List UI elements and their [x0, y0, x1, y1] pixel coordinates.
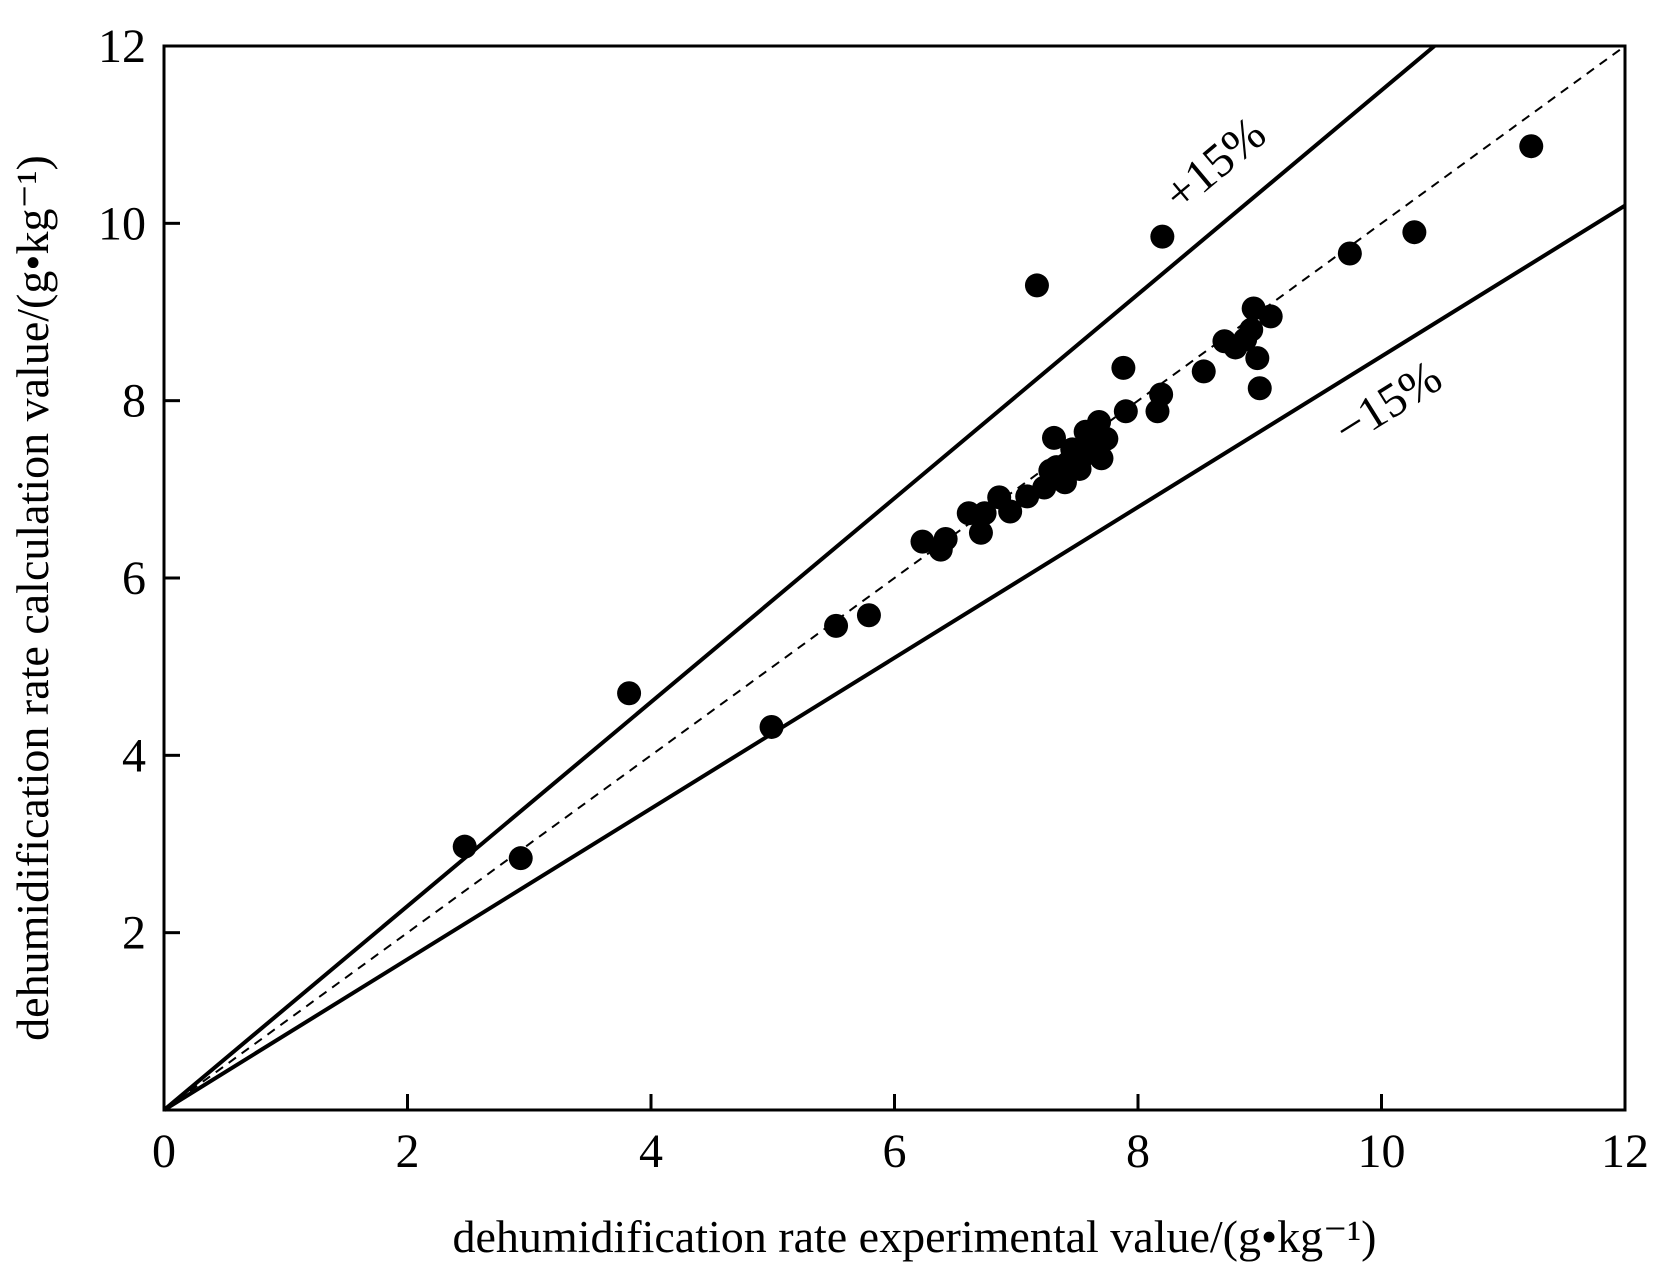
- band-label-upper: +15%: [1154, 107, 1276, 222]
- data-point: [759, 714, 784, 739]
- data-point: [910, 529, 935, 554]
- x-tick-label: 6: [883, 1125, 907, 1178]
- data-point: [1113, 399, 1138, 424]
- axis-ticks: [164, 44, 1627, 1110]
- band-label-lower: −15%: [1325, 350, 1451, 456]
- data-point: [1191, 359, 1216, 384]
- tick-labels: 0 2 4 6 8 10 12 2 4 6 8 10 12: [98, 20, 1649, 1178]
- data-point: [1111, 355, 1136, 380]
- y-axis-label: dehumidification rate calculation value/…: [7, 155, 58, 1041]
- data-point: [1245, 346, 1270, 371]
- reference-line-0: [162, 44, 1436, 1112]
- data-point: [1150, 224, 1175, 249]
- data-points: [452, 134, 1544, 871]
- x-tick-label: 0: [152, 1125, 176, 1178]
- data-point: [1337, 241, 1362, 266]
- data-point: [856, 603, 881, 628]
- data-point: [972, 501, 997, 526]
- data-point: [617, 681, 642, 706]
- data-point: [1247, 376, 1272, 401]
- reference-line-1: [163, 45, 1626, 1111]
- x-tick-label: 4: [639, 1125, 663, 1178]
- data-point: [1239, 317, 1264, 342]
- x-tick-label: 10: [1358, 1125, 1406, 1178]
- x-tick-label: 12: [1601, 1125, 1649, 1178]
- y-tick-label: 12: [98, 20, 146, 73]
- data-point: [1402, 220, 1427, 245]
- y-tick-label: 10: [98, 197, 146, 250]
- data-point: [1519, 134, 1544, 159]
- y-tick-label: 4: [122, 729, 146, 782]
- data-point: [998, 499, 1023, 524]
- data-point: [508, 846, 533, 871]
- data-point: [968, 520, 993, 545]
- data-point: [1258, 304, 1283, 329]
- data-point: [452, 834, 477, 859]
- x-tick-label: 2: [396, 1125, 420, 1178]
- reference-line-2: [162, 203, 1627, 1112]
- data-point: [933, 526, 958, 551]
- x-axis-label: dehumidification rate experimental value…: [453, 1211, 1377, 1262]
- data-point: [1041, 425, 1066, 450]
- data-point: [1094, 426, 1119, 451]
- x-tick-label: 8: [1126, 1125, 1150, 1178]
- reference-lines: [162, 44, 1627, 1112]
- data-point: [824, 613, 849, 638]
- y-tick-label: 6: [122, 552, 146, 605]
- data-point: [1149, 382, 1174, 407]
- y-tick-label: 2: [122, 907, 146, 960]
- y-tick-label: 8: [122, 375, 146, 428]
- data-point: [1089, 446, 1114, 471]
- data-point: [1024, 273, 1049, 298]
